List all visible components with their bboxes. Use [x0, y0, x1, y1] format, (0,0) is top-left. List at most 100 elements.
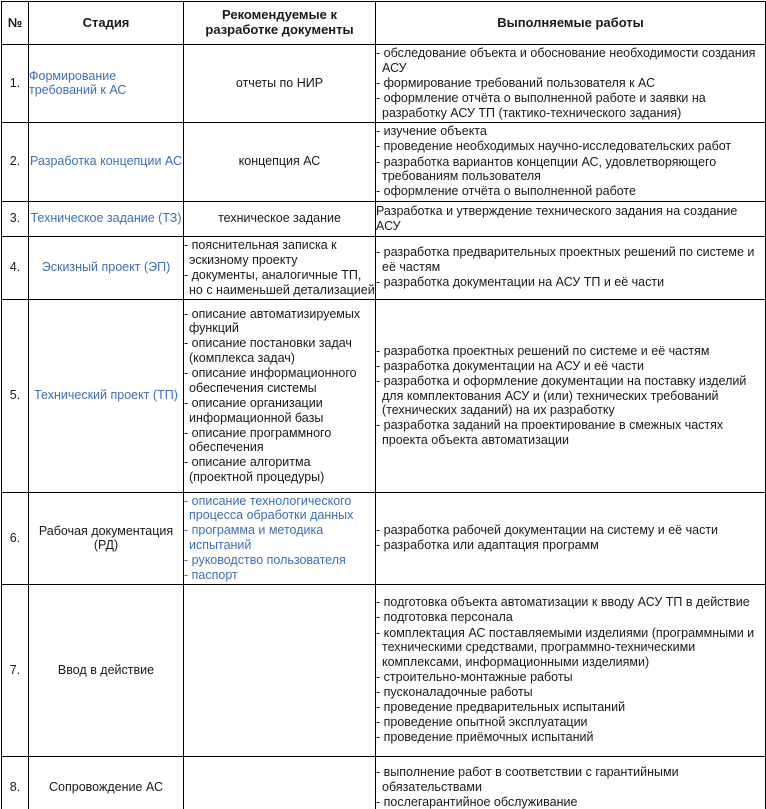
- work-item: Разработка и утверждение технического за…: [376, 204, 738, 233]
- document-item: отчеты по НИР: [235, 75, 324, 90]
- document-item: - описание постановки задач (комплекса з…: [184, 336, 352, 366]
- document-item[interactable]: - паспорт: [184, 568, 238, 583]
- work-item: - послегарантийное обслуживание: [376, 794, 578, 809]
- works-list: - выполнение работ в соответствии с гара…: [376, 765, 765, 809]
- works-list: - подготовка объекта автоматизации к вво…: [376, 595, 765, 745]
- cell-row-number: 8.: [1, 755, 29, 809]
- document-item: - описание информационного обеспечения с…: [184, 366, 357, 395]
- work-item: - разработка проектных решений по систем…: [376, 343, 710, 358]
- work-item: - подготовка объекта автоматизации к вво…: [376, 595, 750, 610]
- cell-stage-name: Сопровождение АС: [28, 755, 184, 809]
- works-list: - обследование объекта и обоснование нео…: [376, 46, 765, 120]
- table-row: 3. Техническое задание (ТЗ) техническое за…: [1, 200, 766, 237]
- cell-works: - подготовка объекта автоматизации к вво…: [375, 583, 766, 757]
- table-row: 6. Рабочая документация (РД) - описание те…: [1, 491, 766, 585]
- work-item: - строительно-монтажные работы: [376, 669, 573, 684]
- cell-stage-name[interactable]: Техническое задание (ТЗ): [28, 200, 184, 237]
- document-item[interactable]: - программа и методика испытаний: [184, 523, 324, 552]
- work-item: - изучение объекта: [376, 124, 487, 139]
- cell-row-number: 2.: [1, 121, 29, 202]
- cell-stage-name: Рабочая документация (РД): [28, 491, 184, 585]
- works-list: - разработка проектных решений по систем…: [376, 344, 765, 448]
- work-item: - комплектация АС поставляемыми изделиям…: [376, 625, 755, 669]
- cell-row-number: 6.: [1, 491, 29, 585]
- cell-documents[interactable]: - описание технологического процесса обр…: [183, 491, 376, 585]
- cell-stage-name[interactable]: Формирование требований к АС: [28, 43, 184, 123]
- column-header-documents: Рекомендуемые к разработке документы: [183, 1, 376, 45]
- works-list: - разработка рабочей документации на сис…: [376, 523, 765, 553]
- work-item: - проведение приёмочных испытаний: [376, 730, 594, 745]
- work-item: - разработка или адаптация программ: [376, 538, 599, 553]
- work-item: - проведение необходимых научно-исследов…: [376, 139, 732, 154]
- cell-row-number: 4.: [1, 235, 29, 300]
- document-item: - документы, аналогичные ТП, но с наимен…: [184, 267, 375, 297]
- cell-works: - разработка проектных решений по систем…: [375, 298, 766, 493]
- cell-documents: концепция АС: [183, 121, 376, 202]
- work-item: - разработка и оформление документации н…: [376, 373, 747, 418]
- work-item: - оформление отчёта о выполненной работе…: [376, 90, 706, 120]
- table-row: 4. Эскизный проект (ЭП) - пояснительная за…: [1, 235, 766, 300]
- cell-works: - разработка рабочей документации на сис…: [375, 491, 766, 585]
- work-item: - подготовка персонала: [376, 610, 513, 625]
- table-row: 5. Технический проект (ТП) - описание авто…: [1, 298, 766, 493]
- document-item[interactable]: - описание технологического процесса обр…: [184, 493, 354, 523]
- cell-stage-name: Ввод в действие: [28, 583, 184, 757]
- work-item: - оформление отчёта о выполненной работе: [376, 184, 636, 199]
- work-item: - пусконаладочные работы: [376, 685, 533, 700]
- work-item: - разработка вариантов концепции АС, удо…: [376, 154, 717, 184]
- cell-documents: отчеты по НИР: [183, 43, 376, 123]
- cell-stage-name[interactable]: Технический проект (ТП): [28, 298, 184, 493]
- cell-works: - изучение объекта - проведение необходим…: [375, 121, 766, 202]
- cell-works: Разработка и утверждение технического за…: [375, 200, 766, 237]
- table-header: № Стадия Рекомендуемые к разработке доку…: [1, 1, 766, 45]
- table-row: 1. Формирование требований к АС отчеты по …: [1, 43, 766, 123]
- cell-row-number: 1.: [1, 43, 29, 123]
- cell-row-number: 7.: [1, 583, 29, 757]
- document-item: - пояснительная записка к эскизному прое…: [184, 238, 337, 267]
- document-item[interactable]: - руководство пользователя: [184, 553, 346, 568]
- work-item: - разработка документации на АСУ ТП и её…: [376, 275, 665, 290]
- cell-works: - выполнение работ в соответствии с гара…: [375, 755, 766, 809]
- column-header-documents-line2: разработке документы: [205, 22, 354, 38]
- works-list: - изучение объекта - проведение необходим…: [376, 124, 765, 199]
- column-header-number: №: [1, 1, 29, 45]
- cell-works: - разработка предварительных проектных р…: [375, 235, 766, 300]
- work-item: - разработка заданий на проектирование в…: [376, 418, 724, 447]
- table-row: 8. Сопровождение АС - выполнение работ в с…: [1, 755, 766, 809]
- cell-stage-name[interactable]: Эскизный проект (ЭП): [28, 235, 184, 300]
- column-header-documents-line1: Рекомендуемые к: [222, 7, 337, 22]
- document-item: концепция АС: [238, 154, 321, 169]
- cell-documents: [183, 583, 376, 757]
- work-item: - проведение предварительных испытаний: [376, 700, 626, 715]
- work-item: - проведение опытной эксплуатации: [376, 715, 588, 730]
- cell-documents: [183, 755, 376, 809]
- document-item: техническое задание: [218, 211, 341, 226]
- document-item: - описание организации информационной ба…: [184, 395, 324, 425]
- documents-list: - описание технологического процесса обр…: [184, 494, 375, 583]
- cell-stage-name[interactable]: Разработка концепции АС: [28, 121, 184, 202]
- document-item: - описание программного обеспечения: [184, 425, 332, 455]
- cell-documents: - описание автоматизируемых функций - опи…: [183, 298, 376, 493]
- work-item: - выполнение работ в соответствии с гара…: [376, 764, 679, 794]
- works-list: - разработка предварительных проектных р…: [376, 245, 765, 289]
- table-row: 7. Ввод в действие - подготовка объекта ав…: [1, 583, 766, 757]
- column-header-works: Выполняемые работы: [375, 1, 766, 45]
- work-item: - разработка предварительных проектных р…: [376, 245, 755, 275]
- cell-documents: - пояснительная записка к эскизному прое…: [183, 235, 376, 300]
- work-item: - обследование объекта и обоснование нео…: [376, 46, 756, 75]
- work-item: - разработка рабочей документации на сис…: [376, 523, 719, 538]
- table-body: 1. Формирование требований к АС отчеты по …: [1, 43, 766, 809]
- cell-works: - обследование объекта и обоснование нео…: [375, 43, 766, 123]
- cell-row-number: 5.: [1, 298, 29, 493]
- header-row: № Стадия Рекомендуемые к разработке доку…: [1, 1, 766, 45]
- cell-documents: техническое задание: [183, 200, 376, 237]
- document-item: - описание алгоритма (проектной процедур…: [184, 455, 325, 485]
- work-item: - формирование требований пользователя к…: [376, 75, 656, 90]
- documents-list: - пояснительная записка к эскизному прое…: [184, 238, 375, 297]
- table-row: 2. Разработка концепции АС концепция АС - и…: [1, 121, 766, 202]
- documents-list: - описание автоматизируемых функций - опи…: [184, 307, 375, 485]
- document-item: - описание автоматизируемых функций: [184, 306, 361, 336]
- column-header-stage: Стадия: [28, 1, 184, 45]
